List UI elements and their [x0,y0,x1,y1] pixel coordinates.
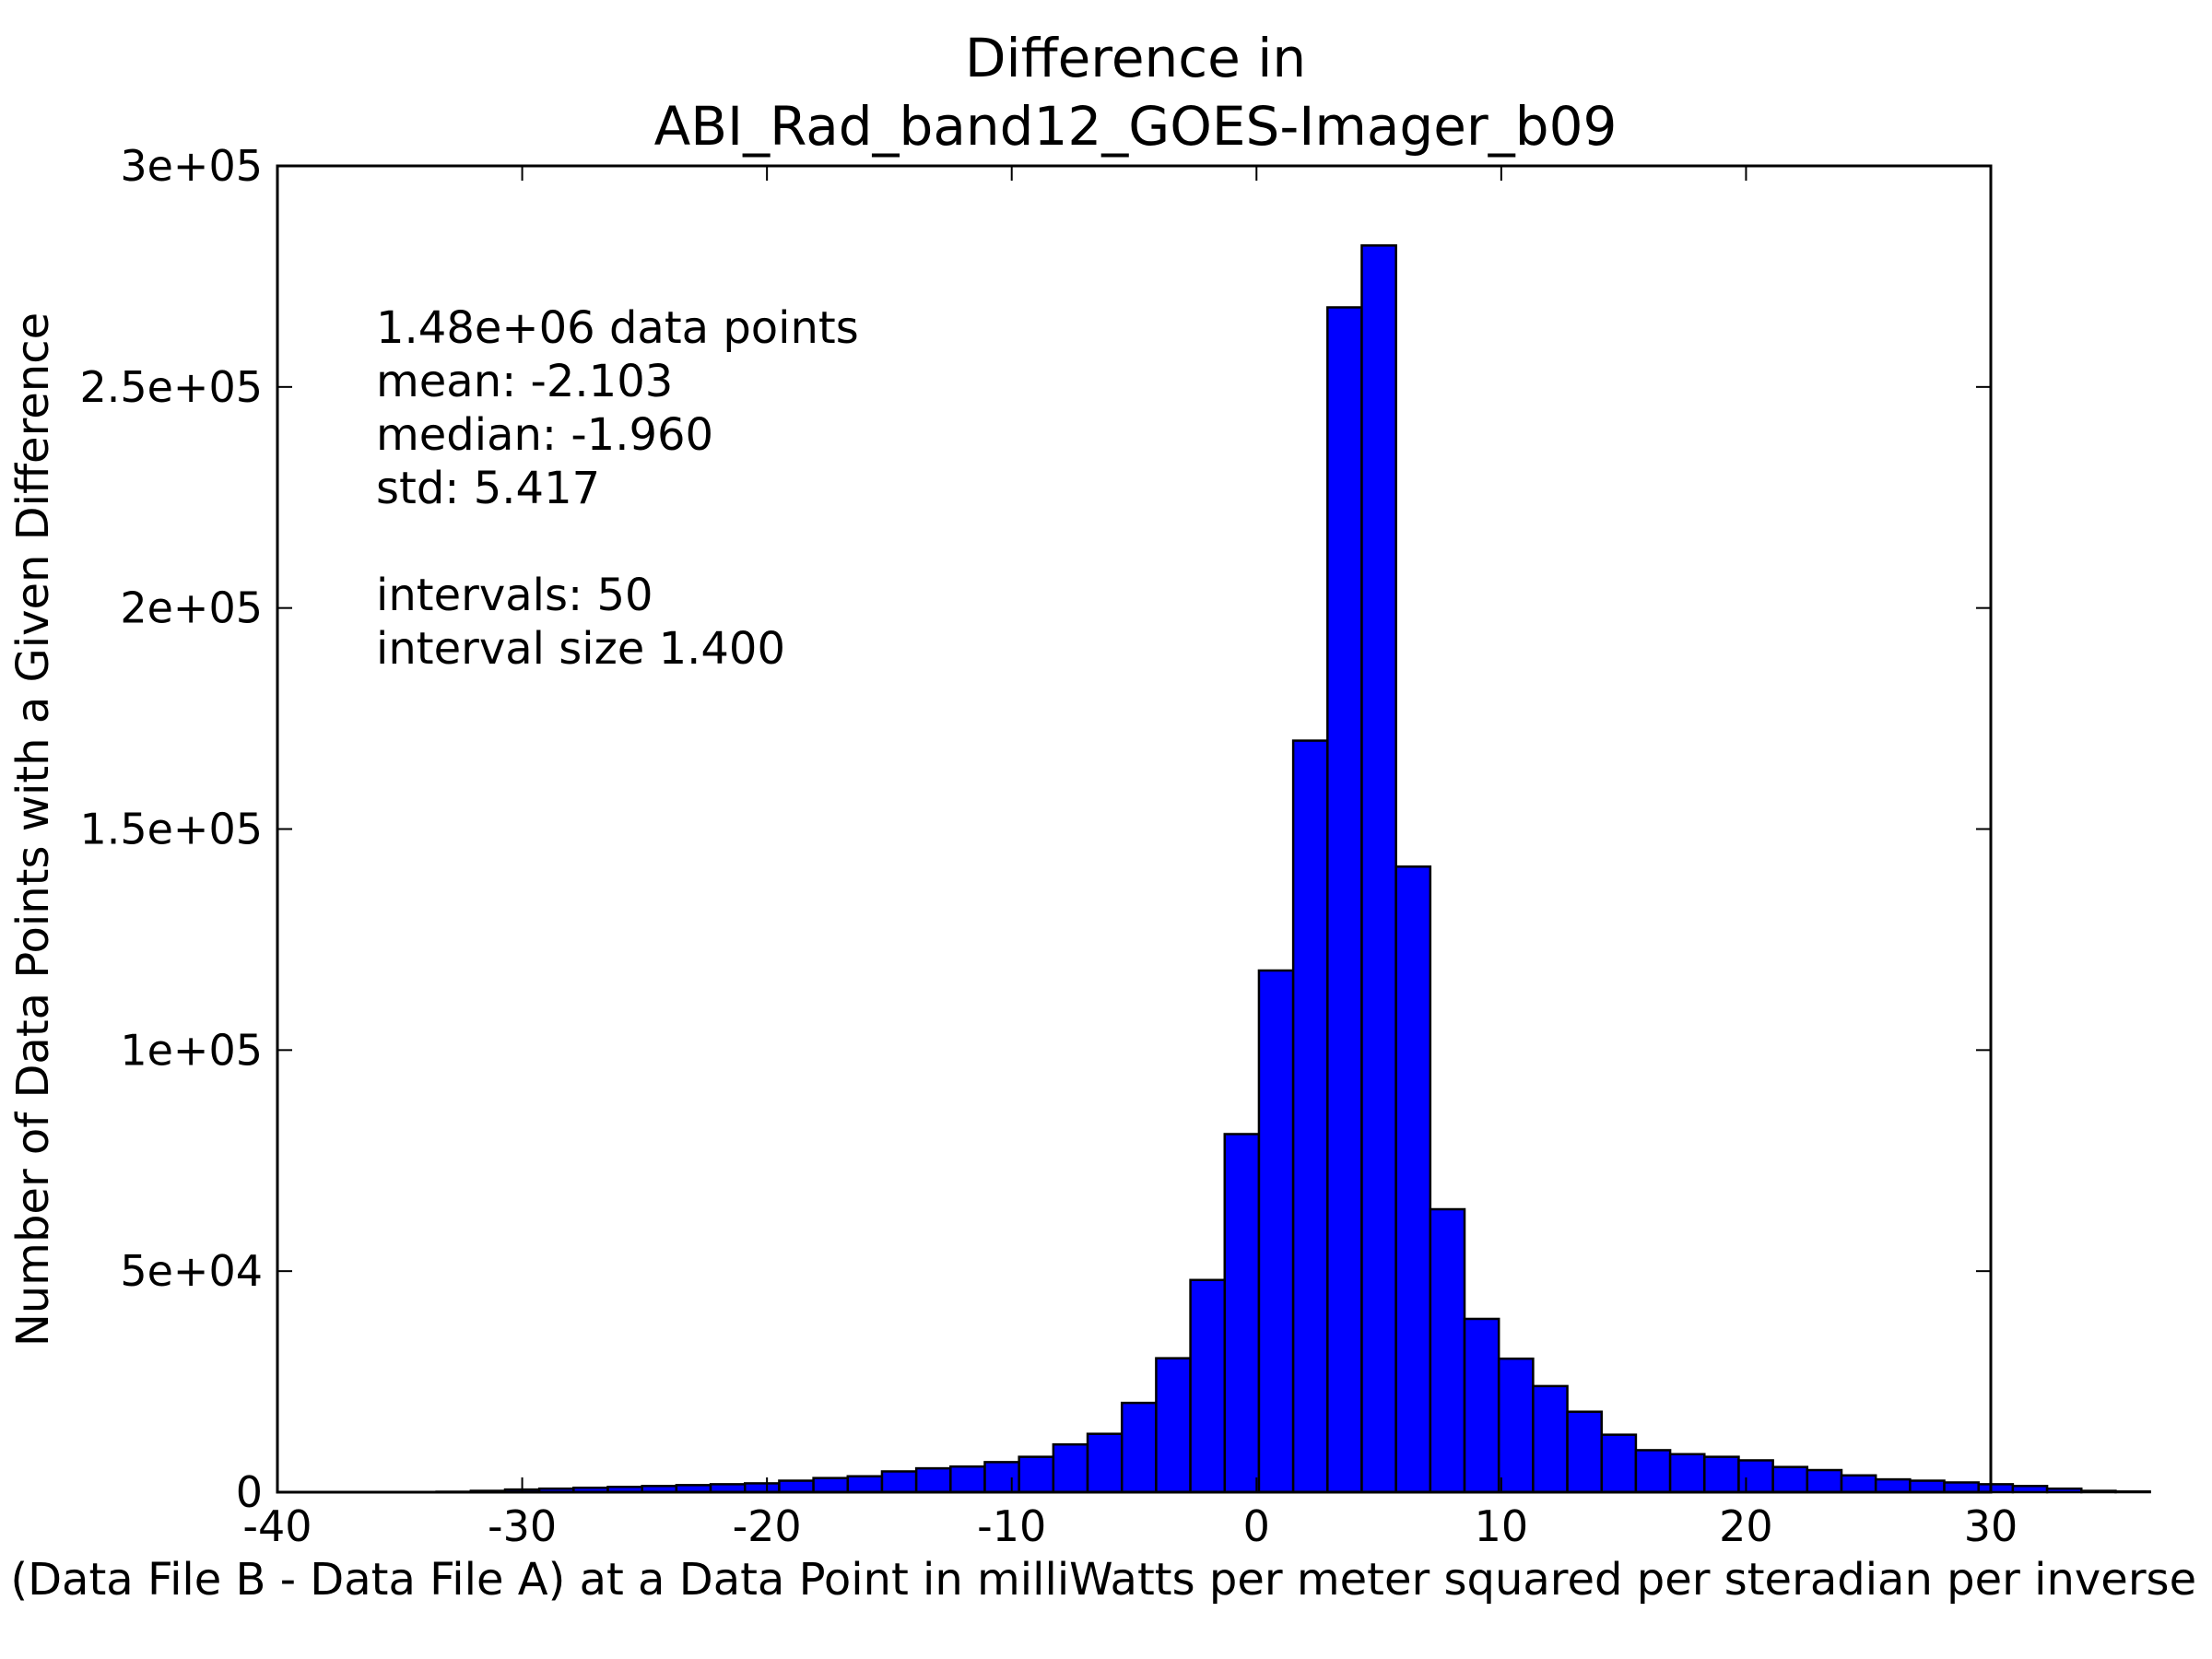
chart-title-line-2: ABI_Rad_band12_GOES-Imager_b09 [654,95,1618,158]
histogram-bars [435,244,2151,1494]
y-tick-label: 1.5e+05 [79,805,263,854]
histogram-bar [1668,1453,1706,1494]
histogram-bar [1189,1278,1227,1494]
x-tick-label: -30 [488,1501,557,1551]
histogram-bar [778,1479,815,1494]
histogram-bar [1155,1357,1192,1494]
stats-annotation-line: interval size 1.400 [376,623,785,675]
stats-annotation-line: std: 5.417 [376,463,600,514]
histogram-bar [1429,1207,1466,1494]
histogram-bar [1943,1481,1980,1494]
x-tick-label: -10 [977,1501,1046,1551]
histogram-bar [1326,306,1363,1494]
y-tick-label: 2.5e+05 [79,362,263,412]
histogram-bar [1840,1474,1877,1494]
x-tick-labels: -40 -30 -20 -10 0 10 20 30 [242,1501,2018,1551]
histogram-bar [1018,1455,1055,1494]
histogram-bar [1909,1479,1946,1494]
histogram-bar [949,1465,986,1494]
y-tick-label: 5e+04 [120,1246,263,1296]
histogram-bar [1463,1317,1500,1494]
x-tick-label: 30 [1964,1501,2018,1551]
stats-annotation-line: intervals: 50 [376,570,653,621]
histogram-bar [880,1470,918,1494]
stats-annotation-line: median: -1.960 [376,409,713,461]
histogram-bar [1394,865,1432,1494]
histogram-bar [1291,739,1329,1494]
histogram-bar [1532,1384,1569,1494]
x-axis-label: Value of (Data File B - Data File A) at … [0,1554,2212,1606]
x-tick-label: 0 [1243,1501,1270,1551]
plot-area-frame [276,164,1993,1494]
x-tick-label: -40 [242,1501,312,1551]
x-tick-label: -20 [733,1501,802,1551]
x-tick-label: 20 [1719,1501,1773,1551]
histogram-bar [2080,1489,2117,1494]
y-tick-label: 0 [236,1467,263,1517]
histogram-bar [1634,1449,1672,1494]
histogram-bar [1360,244,1397,1494]
histogram-bar [812,1477,850,1494]
histogram-bar [1086,1432,1124,1494]
histogram-bar [1600,1433,1638,1494]
chart-title-line-1: Difference in [965,27,1306,89]
stats-annotation-line: mean: -2.103 [376,356,673,407]
histogram-bar [1874,1477,1912,1494]
y-tick-label: 3e+05 [120,141,263,191]
histogram-bar [914,1466,952,1494]
y-tick-label: 1e+05 [120,1025,263,1075]
histogram-bar [1052,1442,1089,1494]
histogram-bar [1806,1468,1843,1494]
histogram-bar [1497,1357,1535,1494]
histogram-bar [1703,1455,1740,1494]
x-tick-label: 10 [1475,1501,1529,1551]
stats-annotation-line: 1.48e+06 data points [376,302,859,354]
histogram-bar [846,1475,884,1494]
y-axis-label: Number of Data Points with a Given Diffe… [7,312,59,1347]
histogram-bar [1223,1133,1261,1494]
histogram-bar [1257,969,1295,1494]
histogram-bar [983,1461,1020,1494]
histogram-bar [2011,1485,2049,1494]
histogram-bar [2045,1487,2083,1494]
histogram-bar [1566,1410,1603,1494]
y-tick-label: 2e+05 [120,583,263,633]
histogram-bar [1771,1465,1809,1494]
histogram-bar [1120,1401,1158,1494]
y-tick-labels: 0 5e+04 1e+05 1.5e+05 2e+05 2.5e+05 3e+05 [79,141,263,1517]
histogram-bar [1737,1459,1774,1494]
histogram-bar [2114,1490,2151,1494]
